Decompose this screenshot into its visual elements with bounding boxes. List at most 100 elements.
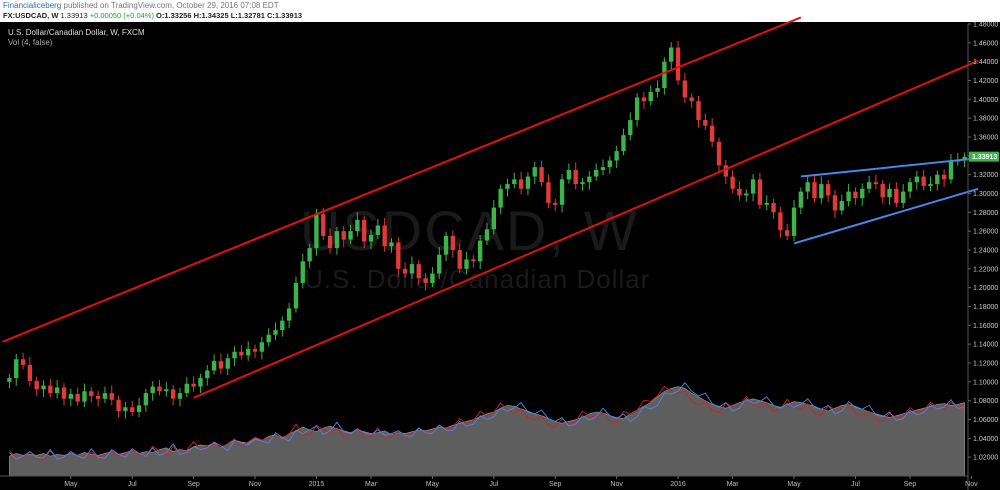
candle-body (512, 179, 517, 185)
candle-body (116, 399, 121, 412)
candle (286, 303, 292, 329)
candle (853, 187, 858, 205)
candle (348, 224, 353, 244)
candle (621, 128, 626, 156)
candle-body (873, 182, 879, 185)
candle (873, 174, 879, 190)
candle (648, 85, 653, 106)
candle-body (307, 248, 312, 262)
candle-body (232, 351, 237, 359)
candle (860, 183, 865, 206)
candle-body (7, 378, 12, 382)
candle (89, 387, 94, 403)
quote-high: H:1.34325 (193, 11, 229, 20)
candle (246, 341, 251, 361)
candle-body (280, 320, 285, 331)
candle-body (744, 193, 749, 196)
candle-body (246, 348, 251, 356)
candle-body (764, 202, 769, 205)
candle (512, 172, 517, 189)
candle-body (689, 97, 694, 102)
candle-body (348, 231, 353, 240)
last-price-label: 1.33913 (972, 154, 997, 161)
candle-body (778, 212, 783, 231)
candle (252, 344, 258, 359)
candle (20, 352, 26, 370)
channel-upper-line[interactable] (2, 16, 802, 343)
wedge-lower-line[interactable] (793, 187, 979, 245)
candle-body (866, 182, 872, 189)
x-tick-label: Mar (365, 481, 378, 488)
x-tick-label: 2016 (670, 481, 686, 488)
candle (450, 230, 456, 258)
candle-body (737, 188, 742, 196)
candle-body (757, 179, 763, 205)
candle-body (102, 393, 108, 399)
candle (791, 199, 797, 242)
candle-body (321, 214, 326, 236)
candle-body (130, 407, 135, 412)
author-link[interactable]: Financialiceberg (3, 1, 62, 10)
y-tick-label: 1.46000 (973, 40, 998, 47)
candle (477, 235, 483, 269)
trendlines[interactable] (2, 16, 979, 399)
candle (518, 171, 524, 195)
candle (819, 176, 824, 204)
y-tick-label: 1.28000 (973, 210, 998, 217)
pair-title: U.S. Dollar/Canadian Dollar, W, FXCM (8, 28, 145, 37)
candle (341, 225, 346, 248)
candle (164, 381, 169, 397)
volume-indicator-label[interactable]: Vol (4, false) (8, 38, 53, 47)
candle (587, 171, 592, 190)
candle (375, 219, 381, 240)
candle-body (396, 242, 401, 269)
candle (307, 243, 312, 268)
candle-body (437, 254, 442, 274)
candle-body (723, 165, 728, 177)
candle (682, 72, 688, 103)
candle (300, 253, 305, 289)
candle-body (655, 88, 660, 92)
y-tick-label: 1.12000 (973, 361, 998, 368)
watermark-name: U.S. Dollar/Canadian Dollar (304, 264, 651, 294)
volume-pane (9, 382, 965, 477)
candle-body (34, 380, 39, 390)
candle-body (48, 385, 53, 394)
candle (314, 208, 319, 256)
y-tick-label: 1.16000 (973, 323, 998, 330)
quote-symbol: FX:USDCAD, W (3, 11, 59, 20)
candle-body (921, 176, 926, 186)
channel-lower-line[interactable] (193, 59, 979, 399)
y-tick-label: 1.02000 (973, 455, 998, 462)
candle-body (948, 160, 954, 180)
quote-last: 1.33913 (60, 11, 88, 20)
candle (757, 172, 763, 210)
candle-body (901, 191, 906, 203)
y-tick-label: 1.08000 (973, 398, 998, 405)
candle-body (593, 169, 599, 177)
candle (921, 170, 926, 191)
candle-body (675, 47, 681, 81)
candle-body (730, 176, 735, 189)
candle (566, 163, 572, 184)
candle (116, 395, 121, 418)
candle (764, 195, 769, 211)
candle (143, 388, 149, 412)
candle-body (669, 47, 674, 62)
candle-body (430, 273, 435, 283)
wedge-upper-line[interactable] (800, 157, 979, 178)
candle-body (819, 184, 824, 199)
candle (61, 383, 67, 406)
candle (239, 345, 244, 360)
candle-body (41, 385, 46, 390)
candle (150, 381, 155, 401)
candle (778, 206, 783, 238)
candle (798, 187, 804, 215)
candle-body (14, 359, 19, 379)
candle (525, 172, 531, 196)
candle-body (539, 167, 544, 183)
candle-body (573, 169, 578, 185)
candle-body (880, 184, 885, 198)
